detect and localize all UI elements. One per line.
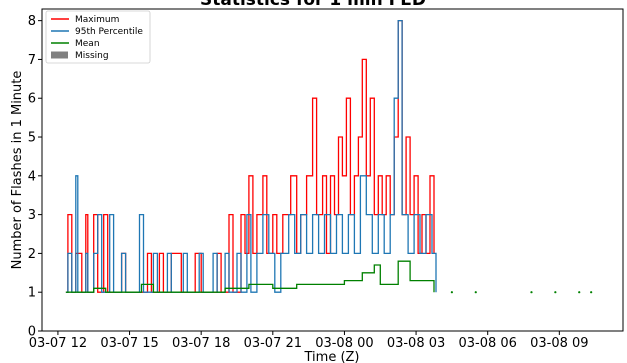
y-tick-label: 3 [28, 208, 36, 223]
x-tick-label: 03-08 06 [458, 336, 516, 351]
plot-area [65, 19, 593, 294]
legend-swatch-missing [51, 51, 68, 59]
mean-point [530, 291, 533, 294]
mean-point [578, 291, 581, 294]
y-tick-label: 6 [28, 92, 36, 107]
mean-point [590, 291, 593, 294]
plot-frame [41, 8, 624, 332]
mean-point [554, 291, 557, 294]
x-axis: 03-07 12 03-07 15 03-07 18 03-07 21 03-08 00… [29, 331, 589, 351]
x-tick-label: 03-08 00 [315, 336, 373, 351]
series-line-mean [65, 260, 435, 293]
y-tick-label: 7 [28, 53, 36, 68]
mean-point [450, 291, 453, 294]
legend: Maximum 95th Percentile Mean Missing [45, 10, 151, 64]
chart-title: Statistics for 1 min FED [200, 0, 426, 10]
legend-box [45, 10, 151, 64]
y-tick-label: 5 [28, 131, 36, 146]
x-tick-label: 03-07 21 [244, 336, 302, 351]
y-tick-label: 8 [28, 14, 36, 29]
x-tick-label: 03-07 18 [172, 336, 230, 351]
y-axis-label: Number of Flashes in 1 Minute [10, 71, 25, 270]
y-tick-label: 2 [28, 247, 36, 262]
legend-label-mean: Mean [75, 39, 100, 49]
y-axis: 0 1 2 3 4 5 6 7 8 [28, 14, 42, 340]
y-tick-label: 4 [28, 169, 36, 184]
x-tick-label: 03-07 15 [100, 336, 158, 351]
legend-label-95th-percentile: 95th Percentile [75, 27, 143, 37]
mean-point [474, 291, 477, 294]
legend-label-missing: Missing [75, 51, 109, 61]
y-tick-label: 0 [28, 325, 36, 340]
y-tick-label: 1 [28, 286, 36, 301]
x-axis-label: Time (Z) [304, 350, 360, 363]
legend-label-maximum: Maximum [75, 15, 119, 25]
x-tick-label: 03-08 03 [387, 336, 445, 351]
series-line-95th-percentile [65, 19, 437, 293]
x-tick-label: 03-08 09 [530, 336, 588, 351]
x-tick-label: 03-07 12 [29, 336, 87, 351]
